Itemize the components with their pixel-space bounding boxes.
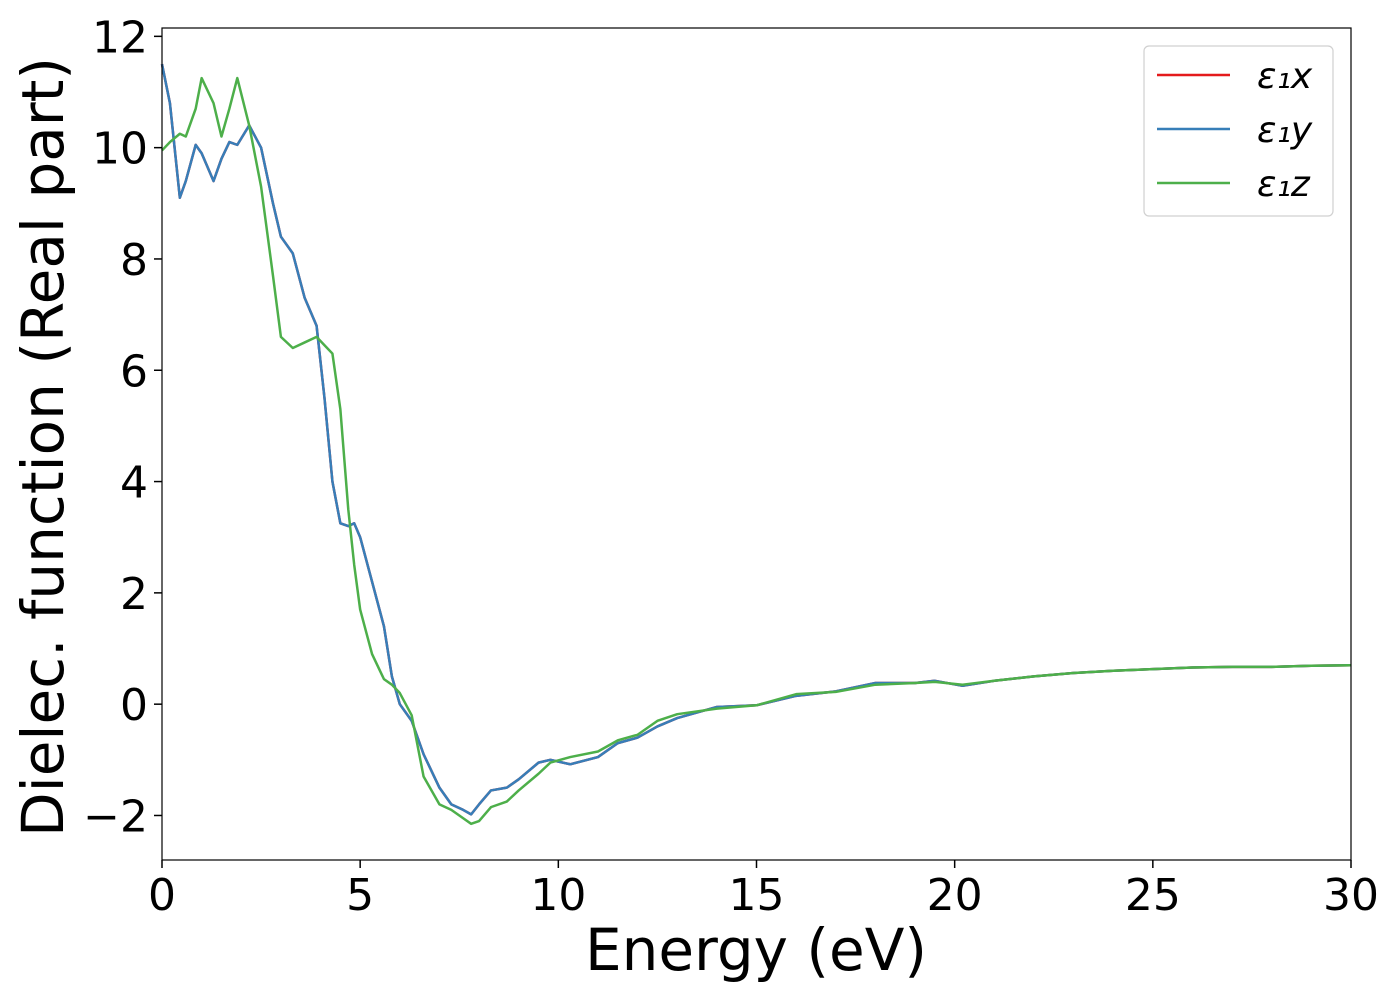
x-tick-label: 25 (1125, 870, 1181, 921)
x-tick-label: 30 (1323, 870, 1379, 921)
x-tick-label: 5 (346, 870, 374, 921)
y-tick-label: 8 (120, 235, 148, 286)
y-tick-label: 0 (120, 680, 148, 731)
x-axis-label: Energy (eV) (585, 916, 927, 984)
legend-label: ε₁y (1257, 110, 1313, 151)
x-tick-label: 15 (729, 870, 785, 921)
plot-frame (161, 27, 1352, 861)
x-tick-label: 10 (530, 870, 586, 921)
legend-label: ε₁x (1257, 56, 1313, 97)
legend-label: ε₁z (1257, 164, 1311, 205)
data-line (161, 76, 1352, 826)
y-axis-label: Dielec. function (Real part) (9, 57, 77, 837)
y-tick-label: 6 (120, 346, 148, 397)
y-tick-label: 12 (92, 12, 148, 63)
x-tick-label: 20 (927, 870, 983, 921)
y-tick-label: 4 (120, 458, 148, 509)
y-tick-label: −2 (83, 791, 148, 842)
x-tick-label: 0 (148, 870, 176, 921)
legend-box (1143, 45, 1334, 217)
y-tick-label: 2 (120, 569, 148, 620)
y-tick-label: 10 (92, 124, 148, 175)
